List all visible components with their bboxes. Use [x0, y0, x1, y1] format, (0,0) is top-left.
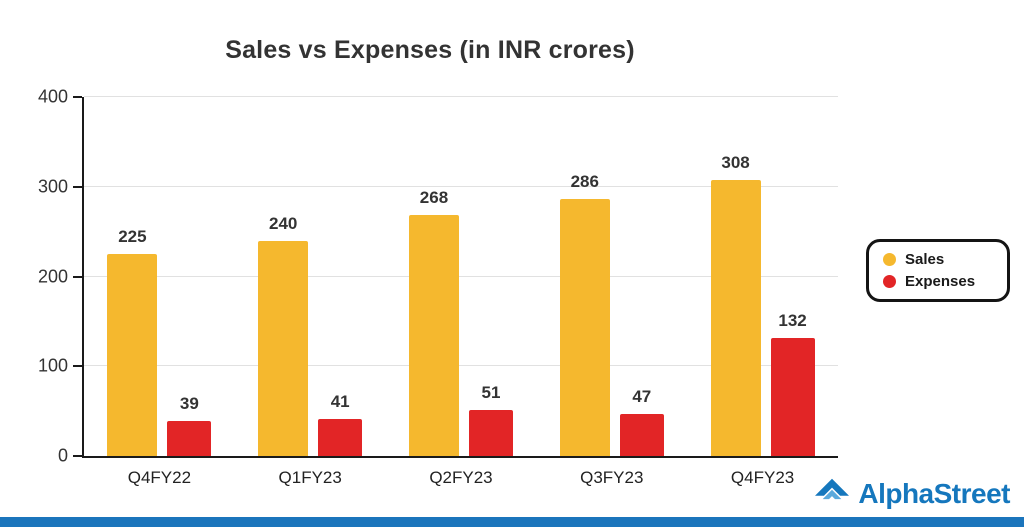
bar-unit-sales: 286 [559, 97, 610, 456]
legend-item-sales: Sales [883, 251, 993, 268]
bar-value-label: 286 [570, 172, 599, 192]
y-axis-label: 300 [37, 176, 68, 197]
legend-label: Expenses [905, 273, 976, 290]
alphastreet-logo-icon [815, 478, 850, 500]
bar-unit-sales: 240 [258, 97, 309, 456]
bar-sales [710, 179, 761, 456]
bar-expenses [619, 413, 664, 456]
bar-unit-expenses: 51 [468, 97, 513, 456]
y-axis-label: 400 [37, 86, 68, 107]
bar-unit-sales: 268 [408, 97, 459, 456]
chart-title: Sales vs Expenses (in INR crores) [225, 36, 635, 64]
bar-sales [258, 240, 309, 456]
y-axis-tick [73, 275, 82, 278]
bar-expenses [318, 419, 363, 456]
alphastreet-logo-text: AlphaStreet [858, 478, 1010, 509]
bar-expenses [468, 410, 513, 456]
category-group: 240 41 Q1FY23 [235, 97, 386, 487]
gridline [84, 275, 838, 277]
y-axis-tick [73, 455, 82, 457]
footer-accent-bar [0, 517, 1024, 527]
y-axis-tick [73, 185, 82, 188]
bar-sales [107, 254, 158, 456]
bar-value-label: 225 [118, 227, 147, 247]
x-axis-label: Q4FY22 [127, 468, 192, 487]
legend-swatch-icon [883, 253, 896, 266]
bar-unit-expenses: 39 [167, 97, 212, 456]
bar-unit-sales: 225 [107, 97, 158, 456]
x-axis-label: Q3FY23 [580, 468, 644, 487]
y-axis-label: 0 [57, 445, 68, 466]
x-axis-label: Q1FY23 [278, 468, 342, 487]
bar-value-label: 47 [632, 386, 652, 406]
alphastreet-logo: AlphaStreet [813, 477, 1010, 511]
bar-value-label: 132 [778, 310, 807, 330]
bar-sales [408, 215, 459, 456]
category-group: 308 132 Q4FY23 [687, 97, 838, 487]
bar-value-label: 268 [419, 188, 449, 208]
bar-unit-expenses: 41 [318, 97, 363, 456]
bar-sales [559, 199, 610, 456]
plot-area: 0 100 200 300 400 225 39 Q4FY22 240 41 Q1FY23 268 51… [38, 87, 838, 487]
category-group: 268 51 Q2FY23 [386, 97, 537, 487]
bar-expenses [770, 337, 815, 456]
y-axis-tick [73, 365, 82, 368]
bar-value-label: 308 [721, 152, 750, 172]
y-axis-label: 100 [37, 355, 68, 376]
legend-swatch-icon [883, 275, 896, 288]
bar-value-label: 39 [179, 394, 199, 413]
bar-unit-expenses: 132 [770, 97, 815, 456]
bar-value-label: 240 [269, 213, 298, 233]
bar-unit-sales: 308 [710, 97, 761, 456]
gridline [84, 365, 838, 367]
y-axis-label: 200 [37, 266, 68, 286]
bar-value-label: 41 [330, 392, 350, 412]
category-group: 286 47 Q3FY23 [536, 97, 687, 487]
bar-value-label: 51 [481, 383, 501, 403]
x-axis-label: Q4FY23 [730, 468, 795, 487]
gridline [84, 96, 838, 97]
bar-expenses [167, 421, 212, 456]
gridline [84, 185, 838, 187]
legend-item-expenses: Expenses [883, 273, 993, 290]
category-group: 225 39 Q4FY22 [84, 97, 235, 487]
legend: Sales Expenses [866, 239, 1010, 302]
legend-label: Sales [905, 251, 945, 268]
y-axis-tick [73, 96, 82, 98]
x-axis-label: Q2FY23 [429, 468, 493, 487]
bar-unit-expenses: 47 [619, 97, 664, 456]
